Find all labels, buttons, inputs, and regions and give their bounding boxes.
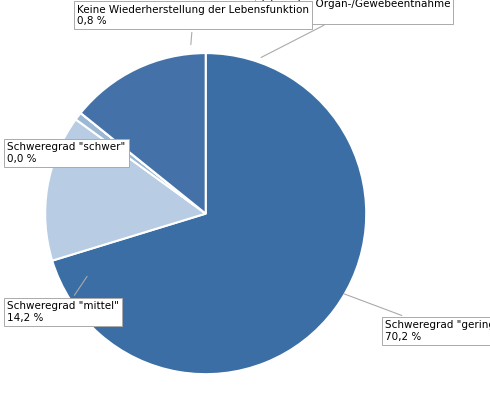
Wedge shape	[52, 53, 366, 374]
Text: Schweregrad "schwer"
0,0 %: Schweregrad "schwer" 0,0 %	[7, 142, 125, 164]
Text: Keine Wiederherstellung der Lebensfunktion
0,8 %: Keine Wiederherstellung der Lebensfunkti…	[77, 5, 309, 45]
Wedge shape	[76, 113, 206, 214]
Text: Schweregrad "mittel"
14,2 %: Schweregrad "mittel" 14,2 %	[7, 276, 119, 323]
Wedge shape	[81, 113, 206, 214]
Wedge shape	[81, 53, 206, 214]
Text: Tötung für Organ-/Gewebeentnahme
14,7 %: Tötung für Organ-/Gewebeentnahme 14,7 %	[259, 0, 450, 57]
Text: Schweregrad "gering"
70,2 %: Schweregrad "gering" 70,2 %	[344, 294, 490, 342]
Wedge shape	[45, 119, 206, 261]
